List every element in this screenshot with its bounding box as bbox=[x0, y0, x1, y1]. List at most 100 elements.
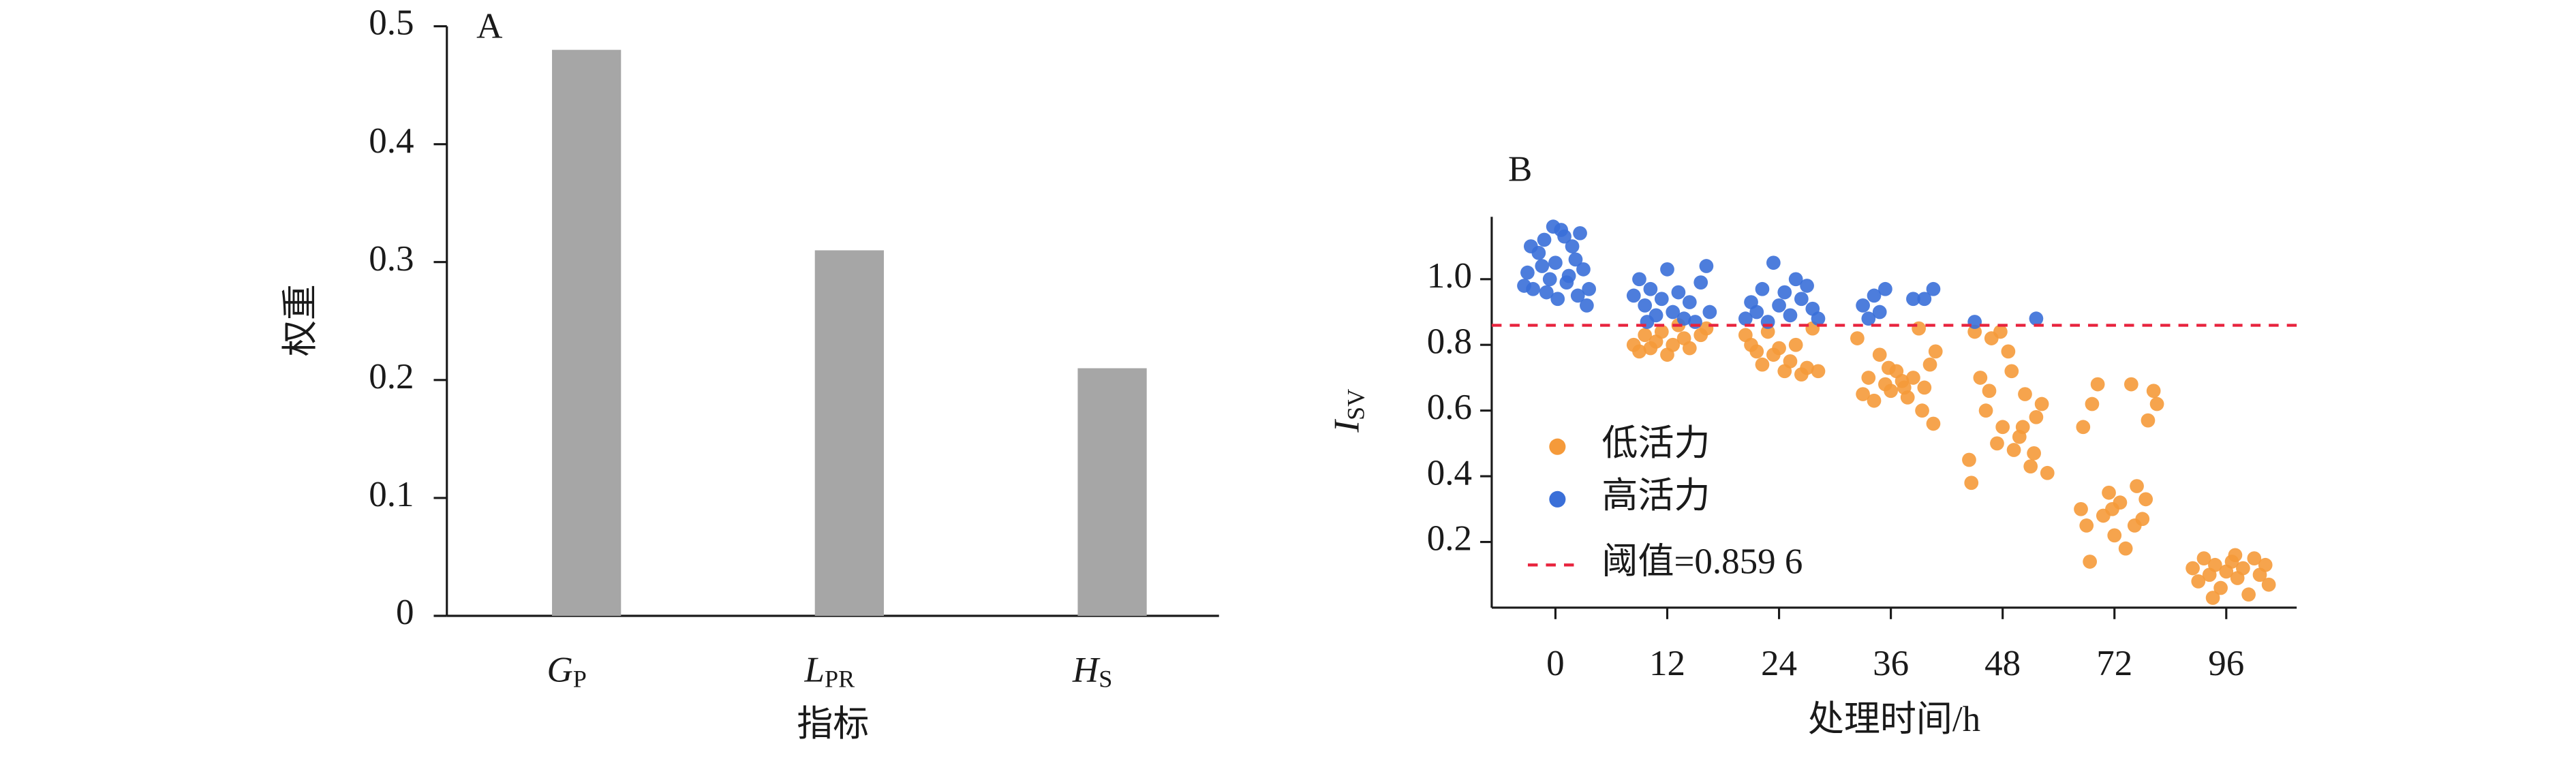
x-tick-label: LPR bbox=[804, 651, 856, 693]
point bbox=[2107, 528, 2122, 543]
point bbox=[2228, 548, 2243, 563]
y-axis-label-sub: SV bbox=[1343, 389, 1370, 420]
point bbox=[2004, 364, 2019, 379]
point bbox=[2076, 420, 2091, 435]
point bbox=[2074, 501, 2088, 516]
point bbox=[1881, 360, 1896, 375]
point bbox=[1654, 292, 1669, 307]
point bbox=[1884, 384, 1898, 399]
point bbox=[1550, 292, 1565, 307]
point bbox=[1811, 364, 1826, 379]
point bbox=[1912, 321, 1926, 336]
x-tick-label: 96 bbox=[2208, 644, 2244, 683]
point bbox=[1962, 452, 1976, 467]
point bbox=[2186, 561, 2200, 576]
point bbox=[1906, 292, 1920, 307]
point bbox=[2015, 420, 2030, 435]
point bbox=[1535, 259, 1550, 273]
x-tick-label: 48 bbox=[1984, 644, 2021, 683]
point bbox=[2023, 459, 2038, 473]
point bbox=[1788, 337, 1803, 352]
point bbox=[1537, 232, 1552, 247]
x-tick-label-sub: PR bbox=[825, 666, 855, 693]
point bbox=[1638, 328, 1653, 343]
point bbox=[1850, 331, 1865, 345]
point bbox=[2027, 446, 2041, 461]
x-tick-label: HS bbox=[1072, 651, 1112, 693]
point bbox=[1783, 354, 1798, 369]
legend-label: 高活力 bbox=[1601, 476, 1710, 516]
point bbox=[1760, 324, 1775, 339]
point bbox=[1867, 288, 1882, 303]
point bbox=[1897, 380, 1912, 395]
x-axis-label: 处理时间/h bbox=[1808, 700, 1980, 739]
point bbox=[1542, 272, 1557, 287]
point bbox=[1990, 436, 2004, 451]
point bbox=[1872, 347, 1887, 362]
x-tick-label: 72 bbox=[2096, 644, 2132, 683]
point bbox=[1640, 315, 1655, 329]
point bbox=[2090, 377, 2105, 392]
point bbox=[1755, 281, 1770, 296]
bar bbox=[814, 250, 884, 617]
y-tick-label: 0.4 bbox=[369, 121, 414, 161]
point bbox=[2141, 413, 2156, 428]
x-tick-label-main: G bbox=[547, 651, 573, 690]
point bbox=[1760, 315, 1775, 329]
point bbox=[2208, 557, 2222, 572]
point bbox=[1772, 341, 1786, 356]
y-tick-label: 0.8 bbox=[1427, 322, 1472, 361]
y-tick-label: 0.4 bbox=[1427, 453, 1472, 493]
point bbox=[1671, 285, 1686, 300]
point bbox=[1570, 288, 1585, 303]
y-tick-label: 0 bbox=[396, 593, 414, 632]
point bbox=[2130, 479, 2144, 493]
y-tick-label: 0.2 bbox=[1427, 519, 1472, 559]
point bbox=[1539, 285, 1554, 300]
point bbox=[2138, 492, 2153, 507]
point bbox=[2213, 580, 2228, 595]
point bbox=[1576, 262, 1591, 277]
point bbox=[1749, 344, 1764, 359]
x-tick-label-sub: P bbox=[573, 666, 587, 693]
point bbox=[1582, 281, 1597, 296]
point bbox=[1565, 239, 1580, 253]
y-axis-label-main: I bbox=[1328, 419, 1367, 433]
point bbox=[1811, 311, 1826, 326]
point bbox=[2118, 541, 2133, 556]
point bbox=[2083, 555, 2098, 569]
x-tick-label-sub: S bbox=[1099, 666, 1112, 693]
y-tick-label: 0.3 bbox=[369, 239, 414, 279]
bar bbox=[552, 50, 622, 617]
point bbox=[2146, 384, 2161, 399]
point bbox=[1915, 403, 1929, 418]
point bbox=[1766, 255, 1781, 270]
x-tick-label: 24 bbox=[1761, 644, 1797, 683]
point bbox=[1800, 360, 1814, 375]
x-tick-label-main: H bbox=[1072, 651, 1101, 690]
point bbox=[2258, 557, 2273, 572]
point bbox=[1666, 337, 1681, 352]
point bbox=[2261, 577, 2276, 592]
point bbox=[2127, 518, 2142, 533]
point bbox=[1788, 272, 1803, 287]
point bbox=[1794, 292, 1809, 307]
point bbox=[1626, 288, 1641, 303]
legend-marker bbox=[1549, 438, 1566, 455]
point bbox=[2018, 387, 2032, 401]
point bbox=[2001, 344, 2016, 359]
point bbox=[1561, 268, 1576, 283]
point bbox=[1660, 262, 1674, 277]
point bbox=[1856, 387, 1870, 401]
point bbox=[1993, 324, 2008, 339]
point bbox=[1632, 344, 1646, 359]
point bbox=[2006, 443, 2021, 457]
point bbox=[1964, 476, 1979, 490]
point bbox=[1872, 305, 1887, 320]
point bbox=[1654, 324, 1669, 339]
point bbox=[1917, 292, 1932, 307]
point bbox=[1861, 371, 1876, 385]
point bbox=[1573, 225, 1587, 240]
point bbox=[1638, 298, 1653, 313]
bar bbox=[1077, 368, 1147, 617]
